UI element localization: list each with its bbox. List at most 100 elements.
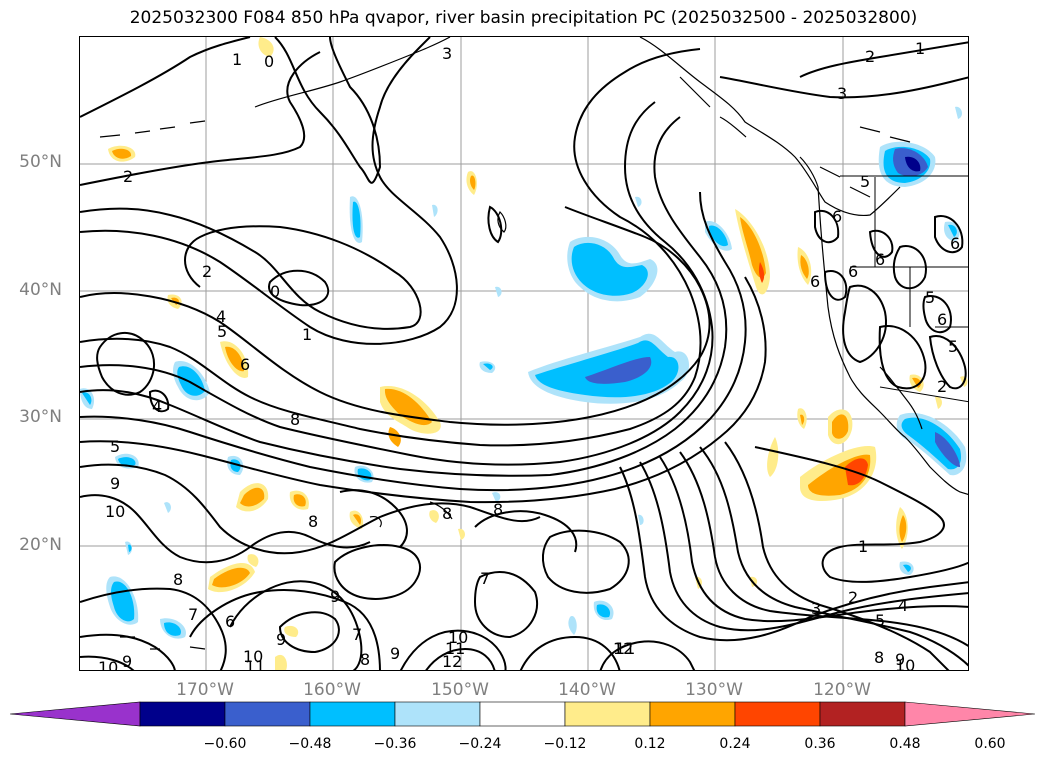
lon-label-120w: 120°W xyxy=(813,680,871,700)
contour-label: 4 xyxy=(216,307,226,326)
contour-label: 2 xyxy=(937,377,947,396)
contour-label: 7 xyxy=(480,569,490,588)
contour-label: 10 xyxy=(895,656,915,671)
contour-label: 8 xyxy=(360,650,370,669)
graticule xyxy=(80,37,968,670)
contour-label: 12 xyxy=(442,652,462,671)
lat-label-40n: 40°N xyxy=(19,280,62,300)
contour-label: 10 xyxy=(98,658,118,671)
colorbar-tick-label: −0.24 xyxy=(458,736,502,752)
lat-label-30n: 30°N xyxy=(19,407,62,427)
contour-label: 8 xyxy=(874,648,884,667)
contour-label: 9 xyxy=(895,650,905,669)
contour-label: 2 xyxy=(865,47,875,66)
colorbar-tick-label: −0.36 xyxy=(373,736,417,752)
lat-label-20n: 20°N xyxy=(19,535,62,555)
contour-label: 5 xyxy=(875,611,885,630)
contour-label: 5 xyxy=(860,172,870,191)
colorbar xyxy=(9,700,1037,734)
colorbar-tick-label: −0.48 xyxy=(288,736,332,752)
contour-label: 5 xyxy=(948,337,958,356)
contour-label: 11 xyxy=(445,639,465,658)
colorbar-extend-high xyxy=(904,701,1036,727)
lat-label-50n: 50°N xyxy=(19,152,62,172)
lon-label-160w: 160°W xyxy=(303,680,361,700)
contour-label: 9 xyxy=(276,630,286,649)
contour-label: 2 xyxy=(848,588,858,607)
colorbar-tick-label: 0.60 xyxy=(974,736,1006,752)
lon-label-150w: 150°W xyxy=(431,680,489,700)
colorbar-cell xyxy=(224,701,311,727)
contour-label: 9 xyxy=(110,474,120,493)
contour-label: 6 xyxy=(240,355,250,374)
contour-label: 6 xyxy=(950,234,960,253)
contour-label: 8 xyxy=(442,504,452,523)
coastlines xyxy=(99,37,968,650)
contour-labels: 1 0 3 2 1 3 2 0 1 2 4 5 6 8 4 5 9 10 8 8… xyxy=(98,39,960,671)
contour-label: 7 xyxy=(352,625,362,644)
contour-label: 0 xyxy=(270,282,280,301)
colorbar-tick-label: 0.12 xyxy=(634,736,666,752)
contour-label: 8 xyxy=(493,500,503,519)
colorbar-cell xyxy=(734,701,821,727)
contour-label: 3 xyxy=(442,44,452,63)
colorbar-tick-label: 0.48 xyxy=(889,736,921,752)
colorbar-cell xyxy=(819,701,906,727)
contour-label: 6 xyxy=(937,310,947,329)
contour-label: 8 xyxy=(173,570,183,589)
map-canvas: 1 0 3 2 1 3 2 0 1 2 4 5 6 8 4 5 9 10 8 8… xyxy=(80,37,968,671)
contour-label: 3 xyxy=(837,84,847,103)
contour-label: 6 xyxy=(810,272,820,291)
colorbar-svg xyxy=(9,701,1036,727)
contour-label: 6 xyxy=(832,207,842,226)
contour-label: 2 xyxy=(202,262,212,281)
lon-label-140w: 140°W xyxy=(558,680,616,700)
contour-label: 6 xyxy=(875,250,885,269)
colorbar-tick-label: −0.12 xyxy=(543,736,587,752)
contour-label: 1 xyxy=(232,50,242,69)
contour-label: 1 xyxy=(858,537,868,556)
colorbar-cell xyxy=(139,701,226,727)
contour-label: 5 xyxy=(925,288,935,307)
contour-label: 4 xyxy=(898,596,908,615)
contour-label: 1 xyxy=(915,39,925,58)
contour-label: 11 xyxy=(615,639,635,658)
contour-label: 12 xyxy=(613,639,633,658)
colorbar-tick-label: 0.24 xyxy=(719,736,751,752)
contour-label: 0 xyxy=(264,52,274,71)
borders xyxy=(840,175,968,403)
colorbar-tick-label: 0.36 xyxy=(804,736,836,752)
contour-label: 6 xyxy=(848,262,858,281)
colorbar-cell xyxy=(309,701,396,727)
map-panel: 1 0 3 2 1 3 2 0 1 2 4 5 6 8 4 5 9 10 8 8… xyxy=(79,36,969,671)
contour-label: 4 xyxy=(152,397,162,416)
contour-label: 6 xyxy=(225,612,235,631)
contour-label: 2 xyxy=(123,167,133,186)
contour-label: 10 xyxy=(243,647,263,666)
contour-label: 11 xyxy=(245,657,265,671)
precip-positive-shading xyxy=(108,37,968,670)
contour-label: 5 xyxy=(217,322,227,341)
contour-label: 9 xyxy=(330,587,340,606)
contour-label: 7 xyxy=(188,605,198,624)
colorbar-extend-low xyxy=(9,701,141,727)
precip-negative-shading xyxy=(80,106,967,639)
contour-label: 8 xyxy=(290,410,300,429)
contour-label: 1 xyxy=(302,325,312,344)
contour-label: 5 xyxy=(110,437,120,456)
lon-label-130w: 130°W xyxy=(685,680,743,700)
colorbar-cell xyxy=(479,701,566,727)
colorbar-tick-label: −0.60 xyxy=(203,736,247,752)
contour-label: 9 xyxy=(390,644,400,663)
map-title: 2025032300 F084 850 hPa qvapor, river ba… xyxy=(129,8,918,28)
qvapor-contours xyxy=(80,37,968,670)
contour-label: 9 xyxy=(122,652,132,671)
lon-label-170w: 170°W xyxy=(176,680,234,700)
contour-label: 10 xyxy=(105,502,125,521)
contour-label: 10 xyxy=(448,628,468,647)
contour-label: 3 xyxy=(811,599,821,618)
colorbar-cell xyxy=(649,701,736,727)
colorbar-cell xyxy=(564,701,651,727)
colorbar-cell xyxy=(394,701,481,727)
contour-label: 8 xyxy=(308,512,318,531)
